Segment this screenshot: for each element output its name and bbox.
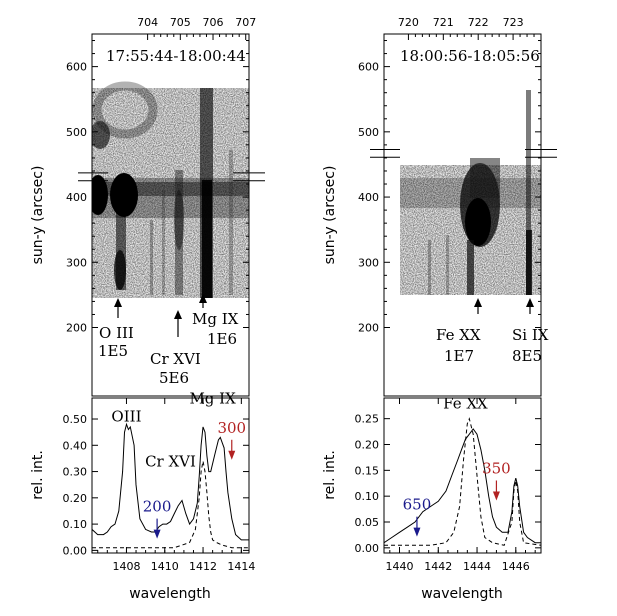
line-name-fe-xx: Fe XX xyxy=(436,326,481,344)
spectrogram-1-image xyxy=(92,81,249,298)
line-label-o-iii: O III 1E5 xyxy=(98,298,134,360)
spectrum-2-series-dashed xyxy=(384,417,541,546)
spectrum-1-ylabel: rel. int. xyxy=(30,450,46,500)
spectrum-1-ytick-label: 0.00 xyxy=(63,544,88,557)
line-name-cr-xvi: Cr XVI xyxy=(150,350,201,368)
spectrogram-2-line-labels: Fe XX 1E7 Si IX 8E5 xyxy=(436,298,549,365)
line-value-o-iii: 1E5 xyxy=(98,342,128,360)
spectrogram-2-ytick-label: 200 xyxy=(358,322,379,335)
spectrum-2-xlabel: wavelength xyxy=(421,586,503,602)
spectrogram-2-ytick-label: 400 xyxy=(358,191,379,204)
spectrum-1-velocity-arrow-head xyxy=(228,450,236,460)
spectrogram-1-top-tick-label: 706 xyxy=(203,16,224,29)
spectrogram-1-top-tick-label: 707 xyxy=(235,16,256,29)
spectrum-2-ylabel: rel. int. xyxy=(322,450,338,500)
spectrum-2-ytick-label: 0.05 xyxy=(355,516,380,529)
line-label-cr-xvi: Cr XVI 5E6 xyxy=(150,310,201,387)
spectrogram-1-line-labels: O III 1E5 Cr XVI 5E6 Mg IX 1E6 xyxy=(98,294,239,387)
spectrum-2-line-annotation: Fe XX xyxy=(443,394,488,412)
spectrogram-2-frame xyxy=(383,33,542,397)
spectrum-1-velocity-label: 300 xyxy=(217,419,246,437)
spectrogram-1-ytick-label: 500 xyxy=(66,126,87,139)
spectrogram-1-ytick-label: 400 xyxy=(66,191,87,204)
spectrogram-1-ytick-label: 200 xyxy=(66,322,87,335)
line-name-mg-ix: Mg IX xyxy=(192,310,239,328)
spectrum-1-axes: 1408 1410 1412 1414 0.00 0.10 0.20 0.30 0.40 0.50 xyxy=(63,398,255,573)
spectrum-panel-2: 1440 1442 1444 1446 0.00 0.05 0.10 0.15 0.20 0.25… xyxy=(322,394,542,602)
spectrum-2-frame xyxy=(383,397,542,554)
spectrogram-2-top-tick-label: 723 xyxy=(503,16,524,29)
spectrogram-1-top-tick-label: 704 xyxy=(137,16,158,29)
spectrum-2-ytick-label: 0.15 xyxy=(355,464,380,477)
spectrum-2-xtick-label: 1442 xyxy=(424,560,452,573)
spectrum-1-velocity-arrow-head xyxy=(153,529,161,539)
spectrogram-1-axes: 200 300 400 500 600 704 705 706 707 xyxy=(66,16,256,335)
spectrogram-2-image xyxy=(400,90,541,295)
spectrum-1-xlabel: wavelength xyxy=(129,586,211,602)
spectrum-1-ytick-label: 0.10 xyxy=(63,518,88,531)
spectrum-2-ytick-label: 0.20 xyxy=(355,439,380,452)
spectrogram-2-ylabel: sun-y (arcsec) xyxy=(322,166,338,265)
spectrum-2-axes: 1440 1442 1444 1446 0.00 0.05 0.10 0.15 0.20 0.25 xyxy=(355,398,541,573)
spectrum-1-line-annotation: OIII xyxy=(111,408,141,426)
spectrum-1-ytick-label: 0.30 xyxy=(63,466,88,479)
spectrum-2-xtick-label: 1446 xyxy=(502,560,530,573)
spectrum-2-ytick-label: 0.00 xyxy=(355,542,380,555)
spectrogram-2-ytick-label: 300 xyxy=(358,256,379,269)
line-value-fe-xx: 1E7 xyxy=(444,347,474,365)
line-value-si-ix: 8E5 xyxy=(512,347,542,365)
spectrum-1-line-annotation: Mg IX xyxy=(189,389,236,407)
spectrum-2-ytick-label: 0.10 xyxy=(355,490,380,503)
spectrogram-panel-2: 200 300 400 500 600 720 721 722 723 18:00:56-18:… xyxy=(322,16,557,397)
spectrogram-1-ylabel: sun-y (arcsec) xyxy=(30,166,46,265)
line-value-cr-xvi: 5E6 xyxy=(159,369,189,387)
spectrum-1-ytick-label: 0.50 xyxy=(63,413,88,426)
spectrum-1-frame xyxy=(91,397,250,554)
spectrum-1-xtick-label: 1412 xyxy=(189,560,217,573)
line-label-si-ix: Si IX 8E5 xyxy=(512,298,549,365)
spectrogram-panel-1: 200 300 400 500 600 704 705 706 707 17:55:44-18:… xyxy=(30,16,265,397)
spectrum-1-xtick-label: 1414 xyxy=(227,560,255,573)
line-value-mg-ix: 1E6 xyxy=(207,330,237,348)
spectrum-2-velocity-arrow-head xyxy=(492,491,500,501)
spectrum-panel-1: 1408 1410 1412 1414 0.00 0.10 0.20 0.30 0.40 0.50… xyxy=(30,389,255,602)
spectrogram-2-axes: 200 300 400 500 600 720 721 722 723 xyxy=(358,16,541,335)
spectrogram-2-position-markers xyxy=(370,148,557,158)
line-name-si-ix: Si IX xyxy=(512,326,549,344)
spectrogram-1-ytick-label: 600 xyxy=(66,61,87,74)
spectrum-1-annotations: OIII Cr XVI Mg IX 200 300 xyxy=(111,389,246,539)
spectrum-2-velocity-label: 650 xyxy=(403,496,432,514)
spectrum-1-ytick-label: 0.20 xyxy=(63,492,88,505)
spectrum-2-velocity-label: 350 xyxy=(482,460,511,478)
spectrum-2-xtick-label: 1440 xyxy=(386,560,414,573)
spectrum-2-annotations: Fe XX 650 350 xyxy=(403,394,511,537)
line-name-o-iii: O III xyxy=(99,324,134,342)
spectrum-2-series-solid xyxy=(384,428,541,544)
spectrogram-1-frame xyxy=(91,33,250,397)
spectrum-2-xtick-label: 1444 xyxy=(463,560,491,573)
line-label-fe-xx: Fe XX 1E7 xyxy=(436,298,482,365)
spectrogram-2-ytick-label: 600 xyxy=(358,61,379,74)
spectrum-1-ytick-label: 0.40 xyxy=(63,439,88,452)
spectrogram-1-time-range: 17:55:44-18:00:44 xyxy=(106,47,246,65)
spectrogram-2-ytick-label: 500 xyxy=(358,126,379,139)
spectrum-1-xtick-label: 1410 xyxy=(151,560,179,573)
spectrogram-2-top-tick-label: 720 xyxy=(398,16,419,29)
spectrogram-2-top-tick-label: 722 xyxy=(468,16,489,29)
spectrogram-2-top-tick-label: 721 xyxy=(433,16,454,29)
spectrum-2-velocity-arrow-head xyxy=(413,527,421,537)
spectrum-1-velocity-label: 200 xyxy=(143,498,172,516)
spectrogram-1-position-markers xyxy=(78,172,265,182)
spectrum-1-series-solid xyxy=(92,422,249,541)
spectrum-2-ytick-label: 0.25 xyxy=(355,413,380,426)
spectrogram-2-time-range: 18:00:56-18:05:56 xyxy=(400,47,540,65)
line-label-mg-ix: Mg IX 1E6 xyxy=(192,294,239,348)
spectrogram-1-ytick-label: 300 xyxy=(66,256,87,269)
spectrogram-1-top-tick-label: 705 xyxy=(170,16,191,29)
spectrum-1-xtick-label: 1408 xyxy=(112,560,140,573)
spectrum-1-line-annotation: Cr XVI xyxy=(145,452,196,470)
